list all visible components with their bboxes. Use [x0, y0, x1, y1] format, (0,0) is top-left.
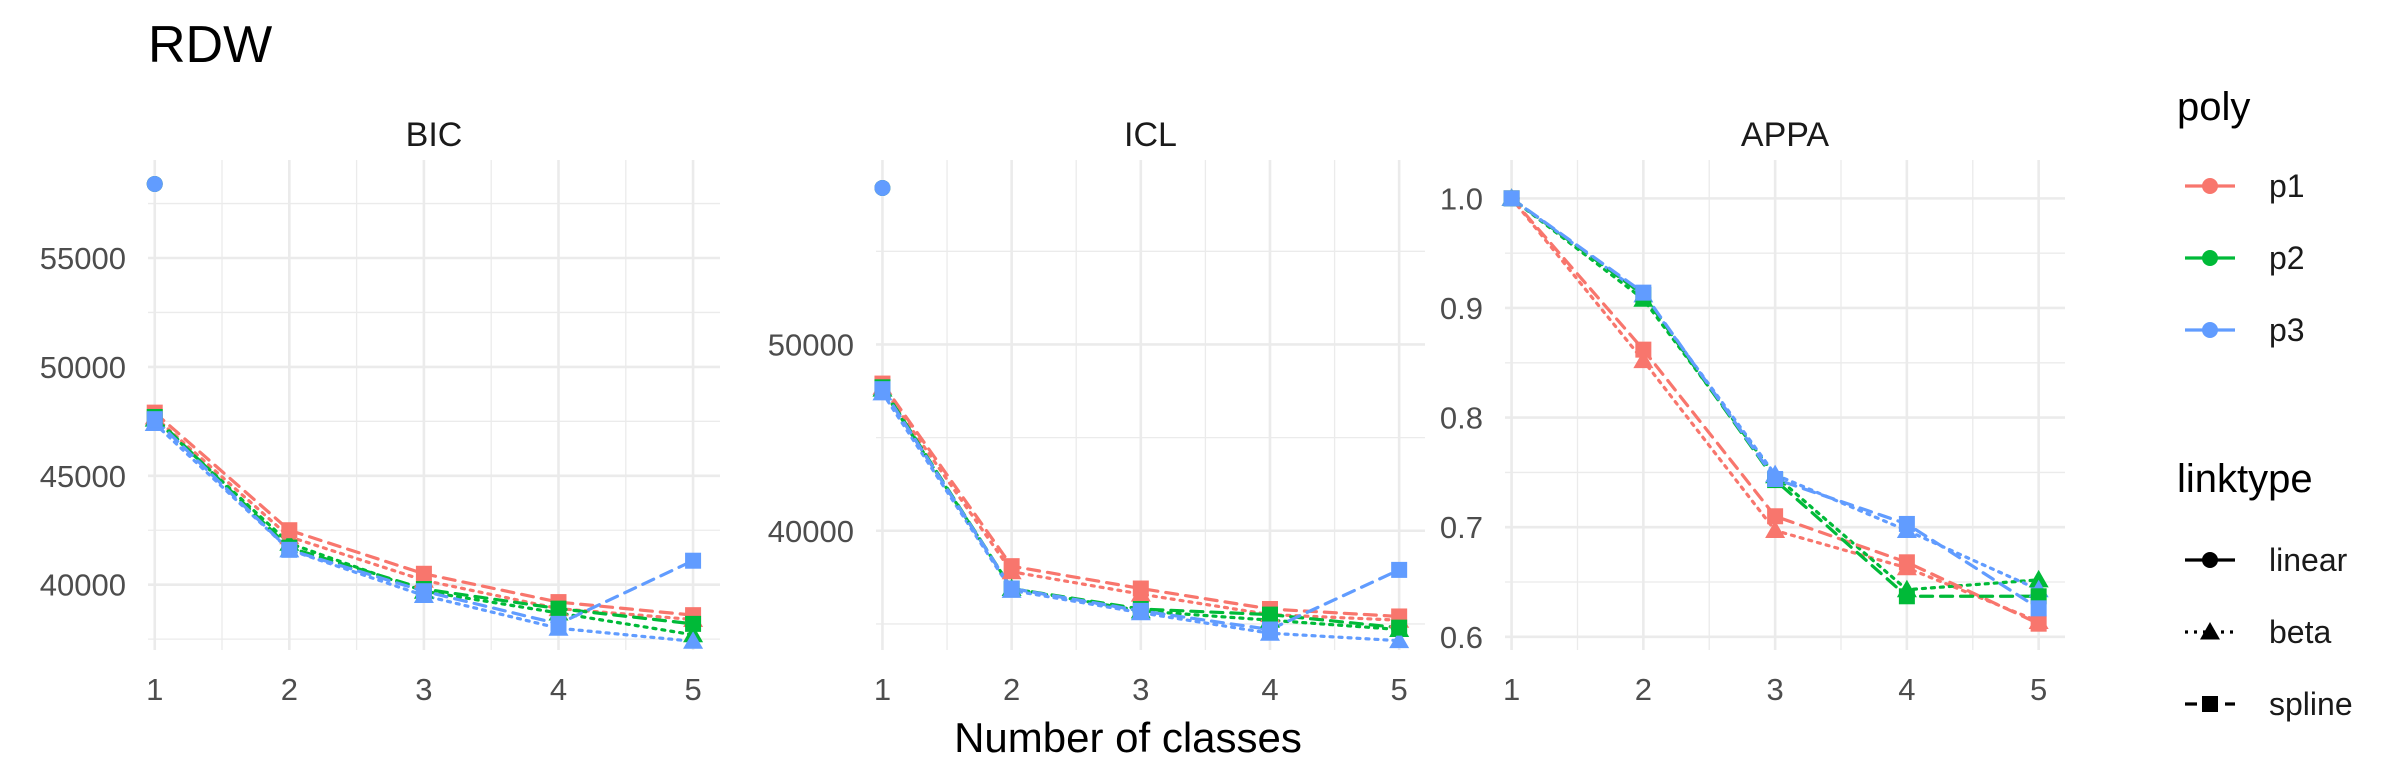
x-tick-label: 5: [1391, 672, 1408, 707]
panel-appa: APPA 0.6 0.7 0.8 0.9 1.0 1 2 3 4 5: [1440, 116, 2065, 707]
point-p3-spline: [1003, 580, 1020, 597]
point-p3-beta: [1389, 630, 1410, 649]
point-p3-spline: [1635, 284, 1652, 301]
legend-item-linear: linear: [2269, 542, 2348, 578]
panel-bic: BIC 40000 45000 50000 55000 1 2 3 4 5: [40, 116, 720, 707]
legend-key-beta: [2200, 622, 2220, 640]
legend-item-spline: spline: [2269, 686, 2353, 722]
point-p1-spline: [1132, 580, 1149, 597]
x-tick-label: 1: [1503, 672, 1520, 707]
point-p1-spline: [1003, 558, 1020, 575]
point-p3-spline: [550, 615, 567, 632]
series-line-p1-beta: [880, 385, 1401, 622]
x-tick-label: 4: [550, 672, 567, 707]
y-tick-label: 50000: [40, 350, 126, 385]
panels: BIC 40000 45000 50000 55000 1 2 3 4 5 ICL 40000 5000…: [40, 116, 2065, 707]
point-p1-spline: [2030, 615, 2047, 632]
point-p1-spline: [1898, 554, 1915, 571]
point-p3-spline: [1391, 561, 1408, 578]
legend-item-p2: p2: [2269, 240, 2305, 276]
panel-title: ICL: [1124, 116, 1177, 154]
panel-icl: ICL 40000 50000 1 2 3 4 5: [768, 116, 1425, 707]
x-tick-label: 3: [1766, 672, 1783, 707]
point-p3-spline: [685, 552, 702, 569]
series-points: [144, 175, 704, 649]
point-p3-spline: [874, 381, 891, 398]
y-tick-label: 40000: [40, 568, 126, 603]
point-p2-spline: [550, 600, 567, 617]
point-p1-spline: [1635, 341, 1652, 358]
legend: poly p1 p2 p3 linktype linear beta spline: [2177, 85, 2353, 722]
point-p3-beta: [683, 631, 704, 649]
point-p2-beta: [2028, 569, 2049, 588]
point-p3-spline: [1261, 621, 1278, 638]
point-p3-spline: [415, 583, 432, 600]
legend-title-poly: poly: [2177, 85, 2250, 129]
point-p3-spline: [281, 541, 298, 558]
point-p3-spline: [2030, 600, 2047, 617]
y-tick-label: 50000: [768, 327, 854, 362]
point-p2-spline: [2030, 588, 2047, 605]
y-tick-label: 0.6: [1440, 620, 1483, 655]
x-tick-label: 4: [1261, 672, 1278, 707]
grid: [876, 160, 1425, 650]
point-p1-spline: [415, 565, 432, 582]
x-axis-title: Number of classes: [954, 714, 1302, 761]
legend-item-p3: p3: [2269, 312, 2305, 348]
x-tick-label: 5: [2030, 672, 2047, 707]
x-tick-label: 4: [1898, 672, 1915, 707]
x-tick-label: 2: [1635, 672, 1652, 707]
legend-item-p1: p1: [2269, 168, 2305, 204]
x-tick-label: 2: [1003, 672, 1020, 707]
y-tick-label: 0.9: [1440, 291, 1483, 326]
point-p3-spline: [1503, 190, 1520, 207]
y-tick-label: 45000: [40, 459, 126, 494]
grid: [1505, 160, 2065, 650]
point-p2-spline: [685, 615, 702, 632]
legend-key-spline: [2202, 696, 2218, 712]
point-p3-linear: [146, 175, 163, 192]
point-p3-linear: [874, 179, 891, 196]
point-p3-spline: [1767, 470, 1784, 487]
legend-item-beta: beta: [2269, 614, 2331, 650]
legend-key-p2: [2202, 250, 2218, 266]
y-tick-label: 0.7: [1440, 510, 1483, 545]
x-tick-label: 2: [281, 672, 298, 707]
point-p3-spline: [146, 411, 163, 428]
x-tick-label: 5: [684, 672, 701, 707]
legend-key-linear: [2202, 552, 2218, 568]
chart-title: RDW: [148, 16, 272, 74]
y-tick-label: 0.8: [1440, 401, 1483, 436]
point-p2-spline: [1391, 619, 1408, 636]
panel-title: APPA: [1741, 116, 1830, 154]
x-tick-label: 3: [415, 672, 432, 707]
point-p1-beta: [1633, 350, 1654, 369]
point-p3-spline: [1132, 602, 1149, 619]
point-p1-spline: [1767, 508, 1784, 525]
series-points: [872, 179, 1410, 649]
point-p3-spline: [1898, 515, 1915, 532]
panel-title: BIC: [406, 116, 463, 154]
series-points: [1501, 188, 2049, 632]
legend-title-linktype: linktype: [2177, 457, 2313, 501]
x-tick-label: 1: [146, 672, 163, 707]
point-p2-spline: [1898, 588, 1915, 605]
point-p1-spline: [281, 522, 298, 539]
point-p2-spline: [1261, 606, 1278, 623]
x-tick-label: 3: [1132, 672, 1149, 707]
legend-key-p1: [2202, 178, 2218, 194]
y-tick-label: 40000: [768, 514, 854, 549]
point-p1-beta: [1765, 520, 1786, 539]
x-tick-label: 1: [874, 672, 891, 707]
y-tick-label: 1.0: [1440, 181, 1483, 216]
y-tick-label: 55000: [40, 241, 126, 276]
legend-key-p3: [2202, 322, 2218, 338]
series-line-p1-spline: [880, 381, 1401, 619]
